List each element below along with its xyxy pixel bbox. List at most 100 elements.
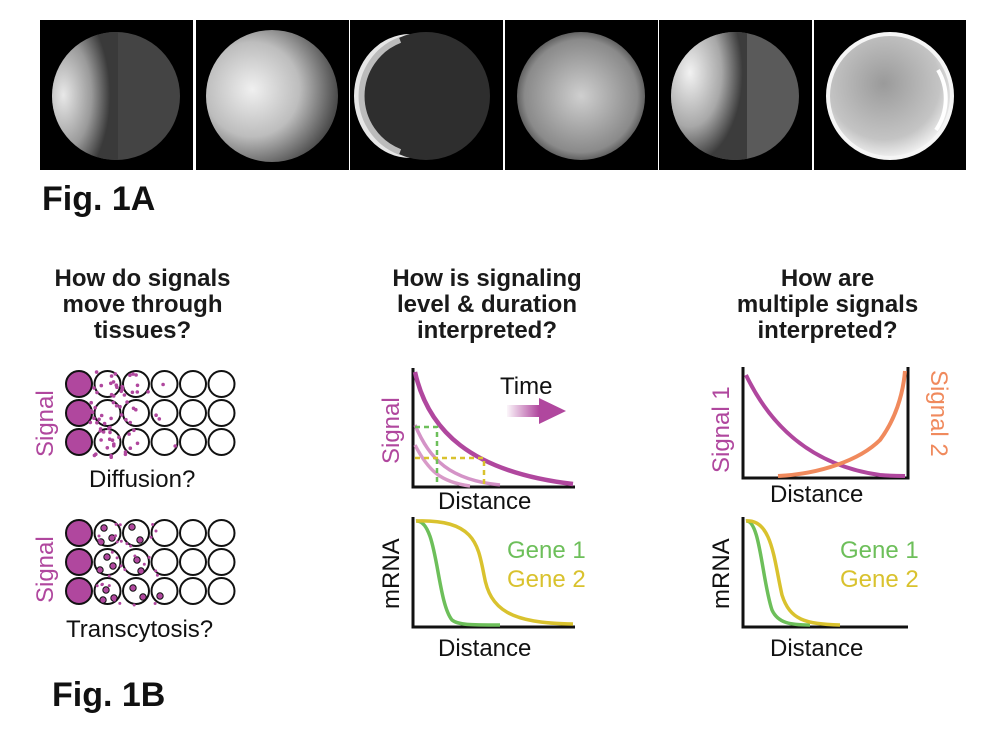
transcytosis-cell — [65, 548, 93, 576]
vesicle — [156, 592, 164, 600]
transcytosis-cell — [150, 548, 179, 576]
diffusion-dot — [99, 413, 104, 418]
col2-question-line-3: interpreted? — [416, 317, 557, 344]
diffusion-dot — [111, 394, 116, 398]
diffusion-dot — [101, 430, 106, 434]
diffusion-dot — [97, 417, 101, 422]
transcytosis-cell — [65, 577, 93, 605]
diffusion-cell — [65, 428, 93, 456]
diffusion-cell — [122, 399, 150, 427]
diffusion-dot — [135, 383, 140, 388]
diffusion-dot — [146, 390, 150, 394]
diffusion-dot — [125, 400, 129, 404]
transcytosis-dot — [114, 534, 117, 538]
transcytosis-dot — [118, 523, 122, 527]
col3-gene1-label: Gene 1 — [840, 537, 919, 564]
transcytosis-cell — [150, 519, 179, 547]
transcytosis-dot — [100, 582, 104, 586]
col2-bottom-distance-label: Distance — [438, 635, 531, 662]
col3-mrna-label: mRNA — [708, 538, 735, 609]
diffusion-dot — [99, 383, 104, 388]
diffusion-dot — [114, 383, 119, 388]
col2-signal-chart — [411, 368, 575, 489]
vesicle — [129, 584, 137, 592]
col3-question: How are multiple signals interpreted? — [695, 266, 960, 344]
transcytosis-cell-grid — [65, 519, 236, 607]
transcytosis-dot — [107, 584, 111, 588]
transcytosis-cell — [179, 519, 207, 547]
col1-question-line-1: How do signals — [54, 265, 231, 292]
col1-question-line-3: tissues? — [93, 317, 192, 344]
fig1a-panel-5 — [659, 20, 812, 170]
diffusion-cell — [122, 370, 150, 398]
diffusion-cell — [179, 370, 207, 398]
transcytosis-dot — [153, 602, 157, 605]
transcytosis-cell — [207, 548, 236, 576]
diffusion-dot — [105, 446, 110, 450]
transcytosis-dot — [132, 603, 136, 607]
diffusion-cell — [207, 399, 236, 427]
col3-question-line-3: interpreted? — [757, 317, 898, 344]
col3-signal2-label: Signal 2 — [925, 370, 952, 457]
col2-top-distance-label: Distance — [438, 488, 531, 515]
diffusion-dot — [88, 420, 93, 425]
diffusion-dot — [131, 406, 136, 411]
diffusion-dot — [95, 390, 99, 395]
diffusion-dot — [114, 403, 119, 408]
transcytosis-dot — [147, 555, 151, 559]
transcytosis-cell — [207, 519, 236, 547]
transcytosis-dot — [110, 550, 114, 554]
col3-question-line-2: multiple signals — [736, 291, 919, 318]
vesicle — [109, 562, 117, 570]
transcytosis-dot — [142, 562, 146, 566]
transcytosis-dot — [118, 601, 122, 605]
diffusion-cell — [150, 399, 179, 427]
transcytosis-cell — [179, 548, 207, 576]
diffusion-dot — [127, 432, 131, 436]
diffusion-dot — [94, 370, 99, 374]
diffusion-dot — [123, 450, 128, 454]
vesicle — [136, 536, 144, 544]
vesicle — [103, 553, 111, 561]
transcytosis-dot — [115, 556, 119, 560]
fig1a-label: Fig. 1A — [42, 180, 156, 218]
transcytosis-dot — [114, 522, 118, 526]
diffusion-dot — [135, 441, 140, 446]
diffusion-cell — [179, 428, 207, 456]
col3-mrna-chart — [741, 517, 908, 629]
vesicle — [102, 586, 110, 594]
transcytosis-dot — [119, 539, 123, 543]
diffusion-dot — [124, 417, 128, 422]
transcytosis-dot — [149, 535, 153, 539]
col1-signal-label-bottom: Signal — [32, 536, 59, 603]
diffusion-cell — [93, 428, 122, 456]
transcytosis-dot — [123, 568, 127, 572]
diffusion-dot — [128, 446, 133, 451]
transcytosis-dot — [125, 542, 129, 546]
diffusion-dot — [106, 426, 111, 431]
diffusion-dot — [113, 372, 118, 376]
vesicle — [100, 524, 108, 532]
vesicle — [139, 593, 147, 601]
transcytosis-dot — [154, 569, 158, 573]
diffusion-dot — [128, 373, 132, 378]
transcytosis-dot — [155, 573, 159, 577]
fig1a-panel-2 — [196, 20, 349, 170]
col3-signal-chart — [741, 367, 910, 480]
transcytosis-cell — [179, 577, 207, 605]
diffusion-dot — [120, 387, 125, 392]
transcytosis-cell — [207, 577, 236, 605]
diffusion-dot — [108, 430, 112, 435]
col3-bottom-distance-label: Distance — [770, 635, 863, 662]
diffusion-dot — [109, 416, 113, 421]
diffusion-dot — [122, 393, 127, 397]
diffusion-cell — [150, 428, 179, 456]
transcytosis-cell — [65, 519, 93, 547]
diffusion-cell — [207, 428, 236, 456]
diffusion-dot — [112, 444, 116, 448]
diffusion-dot — [99, 438, 103, 442]
col3-question-line-1: How are — [780, 265, 875, 292]
diffusion-dot — [109, 381, 113, 386]
vesicle — [99, 596, 107, 604]
